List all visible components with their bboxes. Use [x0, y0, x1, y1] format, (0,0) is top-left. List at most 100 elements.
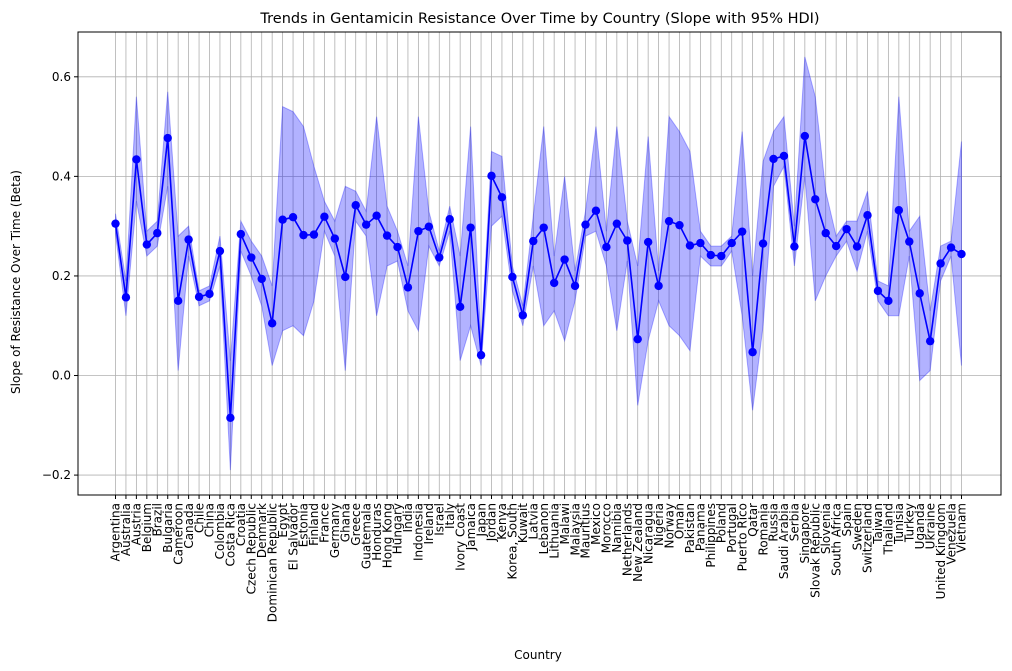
x-tick-label: Ghana	[338, 503, 352, 542]
x-tick-label: Costa Rica	[224, 503, 238, 566]
series-line	[114, 135, 962, 418]
x-tick-label: Russia	[767, 503, 781, 542]
data-point	[905, 237, 914, 246]
x-tick-label: France	[318, 503, 332, 543]
data-point	[267, 319, 277, 328]
x-tick-label: Belgium	[140, 503, 154, 552]
data-point	[111, 219, 120, 228]
x-tick-label: Vietnam	[955, 503, 969, 553]
x-tick-label: Philippines	[704, 503, 718, 568]
x-tick-label: Croatia	[234, 503, 248, 546]
data-point	[612, 219, 622, 228]
data-point	[435, 253, 444, 262]
x-tick-label: Korea, South	[506, 503, 520, 580]
data-point	[184, 235, 193, 244]
data-point	[121, 293, 131, 302]
data-point	[863, 211, 872, 220]
x-tick-label: Czech Republic	[244, 503, 258, 594]
x-tick-label: Lebanon	[537, 503, 551, 554]
data-point	[132, 155, 141, 164]
data-point	[811, 195, 820, 204]
x-tick-label: Finland	[307, 503, 321, 546]
x-tick-label: Saudi Arabia	[777, 503, 791, 579]
x-tick-label: Colombia	[213, 503, 227, 559]
x-tick-label: Dominican Republic	[265, 503, 279, 622]
data-point	[602, 242, 611, 252]
x-tick-label: Japan	[474, 503, 488, 537]
data-point	[549, 278, 559, 288]
x-tick-label: Nigeria	[652, 503, 666, 546]
x-tick-label: Puerto Rico	[735, 503, 749, 571]
x-tick-label: Netherlands	[620, 503, 634, 576]
data-point	[215, 246, 225, 256]
data-point	[508, 272, 517, 282]
series-line-group	[114, 135, 962, 418]
data-point	[717, 251, 726, 261]
data-point	[581, 220, 590, 229]
data-point	[737, 227, 747, 236]
x-tick-label: Namibia	[610, 503, 624, 553]
x-tick-label: Cameroon	[171, 503, 185, 565]
x-tick-label: Italy	[443, 503, 457, 529]
data-point	[153, 228, 162, 238]
data-point	[487, 171, 496, 181]
data-point	[320, 212, 329, 221]
x-tick-label: India	[401, 503, 415, 532]
x-tick-label: Turkey	[902, 503, 916, 543]
data-point	[288, 213, 298, 222]
data-point	[309, 230, 319, 239]
x-tick-label: Kuwait	[516, 503, 530, 543]
data-point	[278, 215, 287, 224]
data-point	[664, 216, 674, 226]
data-point	[476, 350, 486, 360]
x-tick-label: Mauritius	[579, 503, 593, 558]
data-point	[633, 334, 642, 344]
x-tick-label: Nicaragua	[641, 503, 655, 564]
x-tick-label: Thailand	[882, 503, 896, 556]
x-tick-label: United Kingdom	[934, 503, 948, 599]
data-point	[403, 283, 413, 292]
y-tick-label: 0.2	[52, 269, 71, 283]
data-point	[821, 228, 830, 238]
x-tick-label: Egypt	[276, 503, 290, 538]
data-point	[445, 214, 454, 224]
x-tick-label: Israel	[432, 503, 446, 536]
data-point	[142, 240, 152, 249]
x-tick-label: Ukraine	[923, 503, 937, 549]
x-tick-label: Venezuela	[944, 503, 958, 565]
x-tick-label: Singapore	[798, 503, 812, 564]
data-point	[361, 220, 371, 229]
data-point	[769, 154, 778, 164]
data-point	[466, 223, 475, 232]
data-points	[111, 131, 966, 423]
data-point	[299, 230, 308, 240]
grid-lines	[78, 32, 1001, 495]
y-tick-label: 0.6	[52, 70, 71, 84]
data-point	[696, 238, 705, 248]
data-point	[570, 281, 580, 291]
data-point	[915, 289, 924, 298]
y-tick-label: −0.2	[42, 468, 71, 482]
x-tick-label: Ivory Coast	[453, 503, 467, 571]
data-point	[800, 131, 810, 141]
x-tick-label: Romania	[756, 503, 770, 555]
data-point	[654, 281, 663, 291]
hdi-band	[115, 56, 962, 471]
data-point	[414, 226, 423, 236]
x-tick-label: Jamaica	[464, 503, 478, 551]
x-axis: ArgentinaAustraliaAustriaBelgiumBrazilBu…	[109, 495, 969, 622]
data-point	[946, 243, 956, 252]
x-tick-label: Germany	[328, 503, 342, 558]
y-axis-label: Slope of Resistance Over Time (Beta)	[9, 170, 23, 394]
x-tick-label: China	[203, 503, 217, 537]
x-tick-label: Indonesia	[412, 503, 426, 561]
x-tick-label: Poland	[714, 503, 728, 543]
data-point	[236, 229, 246, 239]
data-point	[341, 272, 350, 282]
x-tick-label: Bulgaria	[161, 503, 175, 553]
data-point	[163, 133, 172, 143]
data-point	[685, 241, 695, 250]
data-point	[226, 413, 235, 423]
data-point	[393, 242, 402, 252]
